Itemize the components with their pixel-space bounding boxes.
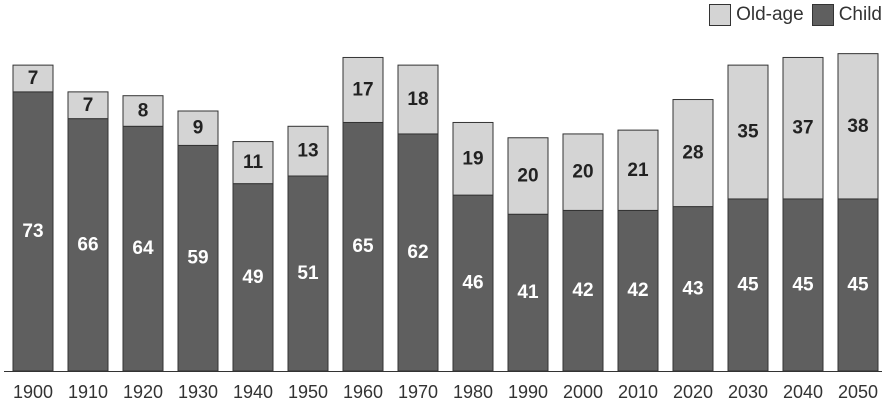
data-label-old-age-2000: 20 bbox=[572, 162, 593, 183]
data-label-old-age-1980: 19 bbox=[462, 148, 483, 169]
x-tick-label-1950: 1950 bbox=[288, 382, 328, 402]
legend-label-old-age: Old-age bbox=[736, 4, 804, 25]
bar-old-age-1980 bbox=[452, 121, 494, 196]
data-label-child-1990: 41 bbox=[517, 282, 539, 303]
legend-item-child: Child bbox=[811, 4, 882, 26]
x-tick-label-1900: 1900 bbox=[13, 382, 53, 402]
data-label-child-2010: 42 bbox=[627, 280, 648, 301]
bar-old-age-2020 bbox=[672, 99, 714, 208]
data-label-old-age-2040: 37 bbox=[792, 118, 813, 139]
bar-old-age-2010 bbox=[617, 129, 659, 211]
bar-old-age-1910 bbox=[67, 91, 109, 120]
x-tick-label-2040: 2040 bbox=[783, 382, 823, 402]
x-tick-label-2030: 2030 bbox=[728, 382, 768, 402]
x-tick-label-1930: 1930 bbox=[178, 382, 218, 402]
bar-child-1980 bbox=[452, 194, 494, 372]
data-label-child-1920: 64 bbox=[132, 238, 154, 259]
bar-old-age-1930 bbox=[177, 110, 219, 146]
data-label-old-age-1910: 7 bbox=[83, 95, 94, 116]
bar-old-age-2030 bbox=[727, 64, 769, 200]
legend-swatch-child bbox=[811, 4, 834, 26]
data-label-old-age-1960: 17 bbox=[352, 79, 373, 100]
bar-old-age-2050 bbox=[837, 53, 879, 200]
x-tick-label-2020: 2020 bbox=[673, 382, 713, 402]
data-label-child-1900: 73 bbox=[22, 221, 43, 242]
data-label-old-age-2020: 28 bbox=[682, 143, 703, 164]
bar-child-2020 bbox=[672, 206, 714, 372]
bar-old-age-1990 bbox=[507, 137, 549, 215]
bar-old-age-1950 bbox=[287, 125, 329, 177]
bar-child-2010 bbox=[617, 209, 659, 372]
bar-child-2030 bbox=[727, 198, 769, 372]
x-tick-label-1910: 1910 bbox=[68, 382, 108, 402]
bar-old-age-1960 bbox=[342, 56, 384, 123]
data-label-old-age-1900: 7 bbox=[28, 68, 39, 89]
data-label-old-age-1920: 8 bbox=[138, 101, 149, 122]
bar-child-1990 bbox=[507, 213, 549, 372]
data-label-child-2030: 45 bbox=[737, 274, 759, 295]
bar-old-age-2000 bbox=[562, 133, 604, 211]
x-tick-label-2010: 2010 bbox=[618, 382, 658, 402]
data-label-child-1980: 46 bbox=[462, 273, 483, 294]
x-tick-label-1940: 1940 bbox=[233, 382, 273, 402]
bar-child-1950 bbox=[287, 175, 329, 372]
data-label-child-1950: 51 bbox=[297, 263, 319, 284]
data-label-child-1970: 62 bbox=[407, 242, 428, 263]
bar-old-age-2040 bbox=[782, 56, 824, 200]
bar-old-age-1970 bbox=[397, 64, 439, 135]
legend-swatch-old-age bbox=[709, 4, 732, 26]
bar-child-1930 bbox=[177, 144, 219, 372]
data-label-old-age-2010: 21 bbox=[627, 160, 649, 181]
data-label-old-age-2050: 38 bbox=[847, 116, 868, 137]
bar-child-2040 bbox=[782, 198, 824, 372]
data-label-old-age-2030: 35 bbox=[737, 122, 759, 143]
data-label-child-2040: 45 bbox=[792, 274, 814, 295]
bar-old-age-1900 bbox=[12, 64, 54, 93]
x-tick-label-2050: 2050 bbox=[838, 382, 878, 402]
bar-child-1960 bbox=[342, 121, 384, 372]
data-label-old-age-1940: 11 bbox=[243, 152, 264, 173]
data-label-child-1930: 59 bbox=[187, 248, 208, 269]
data-label-child-1940: 49 bbox=[242, 267, 263, 288]
data-label-old-age-1930: 9 bbox=[193, 118, 204, 139]
x-tick-label-2000: 2000 bbox=[563, 382, 603, 402]
x-tick-label-1990: 1990 bbox=[508, 382, 548, 402]
data-label-child-2020: 43 bbox=[682, 278, 703, 299]
x-tick-label-1970: 1970 bbox=[398, 382, 438, 402]
x-tick-label-1980: 1980 bbox=[453, 382, 493, 402]
legend-item-old-age: Old-age bbox=[709, 4, 804, 26]
bar-old-age-1940 bbox=[232, 141, 274, 185]
bar-child-1940 bbox=[232, 183, 274, 372]
bar-child-2000 bbox=[562, 209, 604, 372]
bar-old-age-1920 bbox=[122, 95, 164, 127]
data-label-old-age-1970: 18 bbox=[407, 89, 428, 110]
data-label-old-age-1990: 20 bbox=[517, 166, 538, 187]
data-label-child-2000: 42 bbox=[572, 280, 593, 301]
chart-legend: Old-age Child bbox=[701, 4, 882, 26]
legend-label-child: Child bbox=[838, 4, 882, 25]
data-label-child-1910: 66 bbox=[77, 234, 98, 255]
x-tick-label-1920: 1920 bbox=[123, 382, 163, 402]
data-label-old-age-1950: 13 bbox=[297, 141, 318, 162]
x-tick-label-1960: 1960 bbox=[343, 382, 383, 402]
data-label-child-2050: 45 bbox=[847, 274, 869, 295]
data-label-child-1960: 65 bbox=[352, 236, 374, 257]
bar-child-1970 bbox=[397, 133, 439, 372]
